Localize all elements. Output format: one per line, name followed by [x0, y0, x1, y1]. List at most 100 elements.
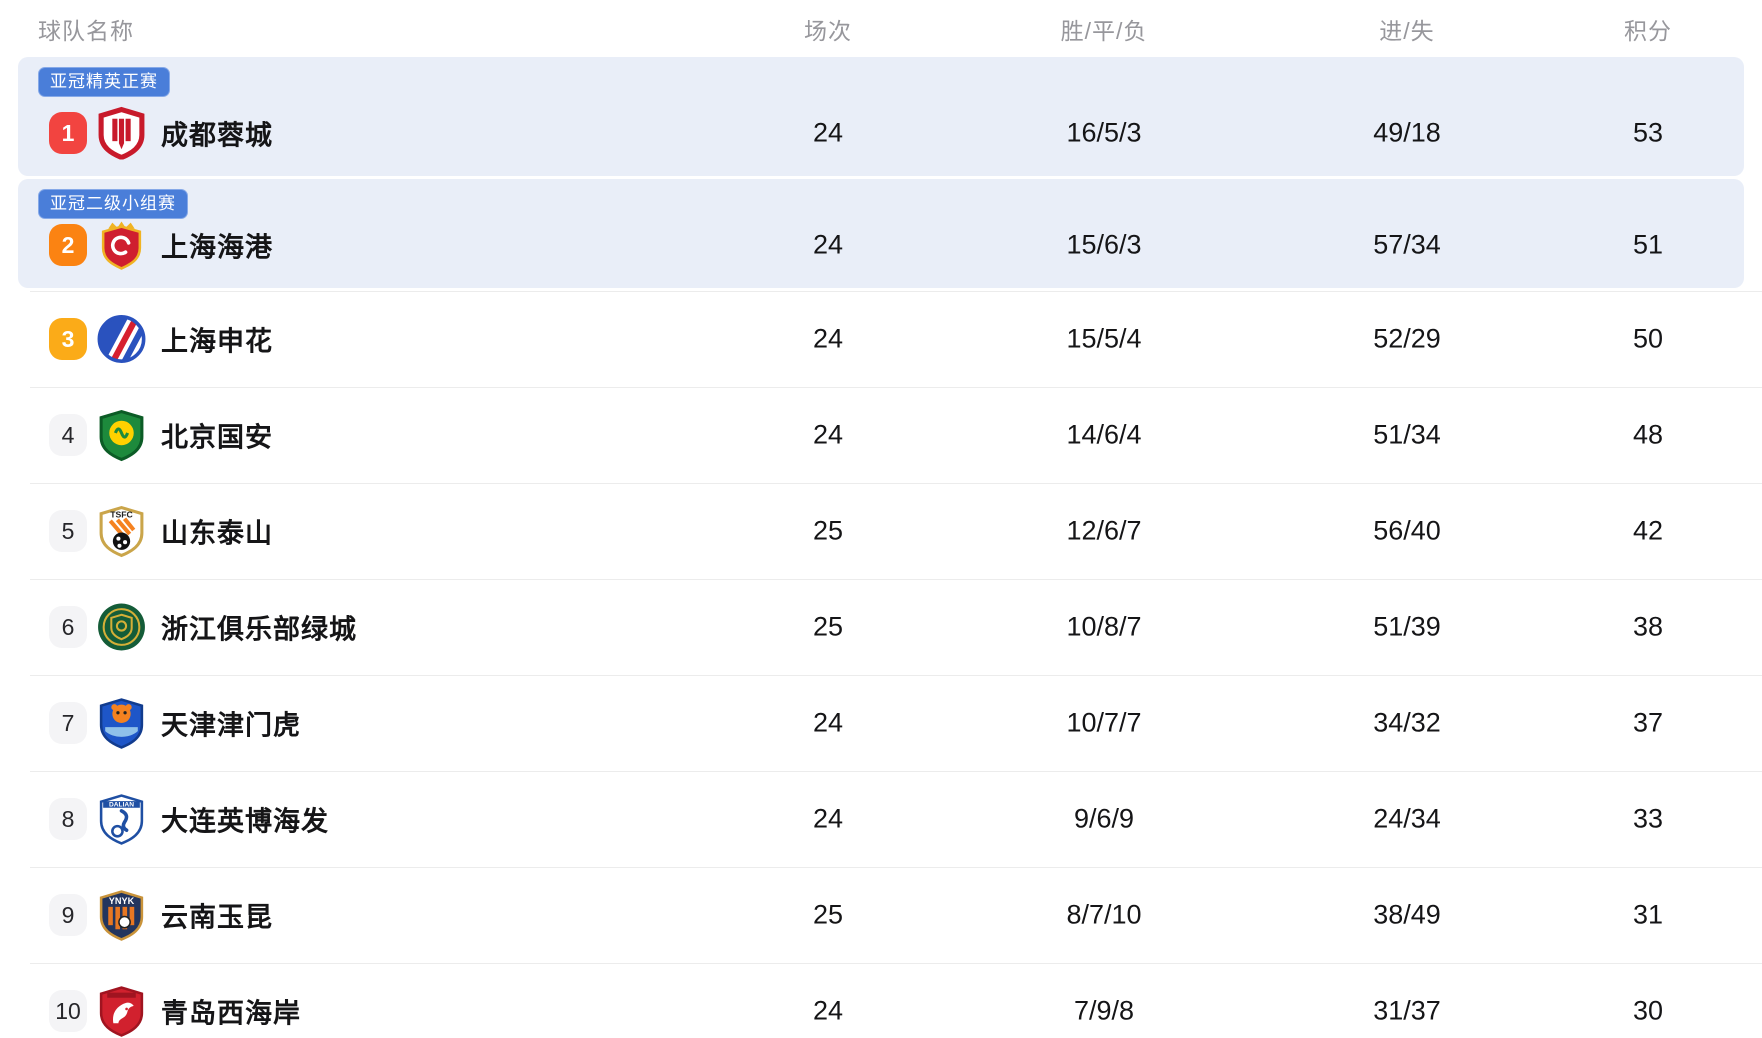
row-wrapper: 5 TSFC 山东泰山 25 12/6/7 56/40 42	[0, 483, 1762, 579]
row-wrapper: 8 DALIAN 大连英博海发 24 9/6/9 24/34 33	[0, 771, 1762, 867]
svg-text:DALIAN: DALIAN	[109, 801, 134, 808]
played-value: 24	[812, 803, 844, 834]
table-row[interactable]: 10 青岛西海岸 24 7/9/8 31/37 30	[0, 963, 1762, 1038]
row-wrapper: 4 北京国安 24 14/6/4 51/34 48	[0, 387, 1762, 483]
team-logo: DALIAN	[95, 793, 148, 846]
col-header-points: 积分	[1624, 18, 1672, 44]
rank-badge: 7	[49, 702, 87, 744]
played-value: 24	[812, 323, 844, 354]
table-header: 球队名称 场次 胜/平/负 进/失 积分	[0, 0, 1762, 48]
rank-badge: 10	[49, 990, 87, 1032]
team-logo: YNYK	[95, 889, 148, 942]
row-wrapper: 3 上海申花 24 15/5/4 52/29 50	[0, 291, 1762, 387]
team-logo	[95, 106, 148, 160]
table-row[interactable]: 9 YNYK 云南玉昆 25 8/7/10 38/49 31	[0, 867, 1762, 963]
rank-badge: 6	[49, 606, 87, 648]
points-value: 31	[1632, 899, 1664, 930]
played-value: 25	[812, 611, 844, 642]
goals-value: 34/32	[1373, 707, 1441, 738]
points-value: 50	[1632, 323, 1664, 354]
points-value: 42	[1632, 515, 1664, 546]
points-value: 51	[1632, 229, 1664, 260]
team-logo	[95, 409, 148, 462]
goals-value: 38/49	[1373, 899, 1441, 930]
standings-table: 亚冠精英正赛 1 成都蓉城 24 16/5/3 49/18 53 亚冠二级小组赛…	[0, 57, 1762, 1038]
table-row[interactable]: 7 天津津门虎 24 10/7/7 34/32 37	[0, 675, 1762, 771]
team-logo	[95, 219, 148, 272]
team-name: 浙江俱乐部绿城	[161, 614, 357, 645]
table-row[interactable]: 4 北京国安 24 14/6/4 51/34 48	[0, 387, 1762, 483]
goals-value: 51/39	[1373, 611, 1441, 642]
team-logo	[95, 985, 148, 1038]
table-row[interactable]: 6 浙江俱乐部绿城 25 10/8/7 51/39 38	[0, 579, 1762, 675]
points-value: 53	[1632, 117, 1664, 148]
row-wrapper: 7 天津津门虎 24 10/7/7 34/32 37	[0, 675, 1762, 771]
wdl-value: 10/8/7	[1066, 611, 1142, 642]
points-value: 48	[1632, 419, 1664, 450]
rank-badge: 8	[49, 798, 87, 840]
table-row[interactable]: 8 DALIAN 大连英博海发 24 9/6/9 24/34 33	[0, 771, 1762, 867]
team-name: 上海申花	[161, 326, 273, 357]
rank-badge: 1	[49, 112, 87, 154]
team-logo	[95, 312, 148, 366]
wdl-value: 15/5/4	[1066, 323, 1142, 354]
competition-badge: 亚冠二级小组赛	[38, 189, 188, 219]
rank-badge: 5	[49, 510, 87, 552]
rank-badge: 4	[49, 414, 87, 456]
svg-text:YNYK: YNYK	[109, 896, 135, 906]
goals-value: 49/18	[1373, 117, 1441, 148]
team-name: 北京国安	[161, 422, 273, 453]
goals-value: 24/34	[1373, 803, 1441, 834]
table-row[interactable]: 1 成都蓉城 24 16/5/3 49/18 53	[0, 90, 1762, 176]
wdl-value: 8/7/10	[1066, 899, 1142, 930]
points-value: 37	[1632, 707, 1664, 738]
rank-badge: 9	[49, 894, 87, 936]
points-value: 38	[1632, 611, 1664, 642]
highlighted-block: 亚冠精英正赛 1 成都蓉城 24 16/5/3 49/18 53	[18, 57, 1744, 176]
wdl-value: 15/6/3	[1066, 229, 1142, 260]
wdl-value: 16/5/3	[1066, 117, 1142, 148]
team-logo	[95, 601, 148, 654]
goals-value: 51/34	[1373, 419, 1441, 450]
played-value: 24	[812, 707, 844, 738]
wdl-value: 9/6/9	[1073, 803, 1135, 834]
team-name: 上海海港	[161, 232, 273, 263]
row-wrapper: 10 青岛西海岸 24 7/9/8 31/37 30	[0, 963, 1762, 1038]
goals-value: 56/40	[1373, 515, 1441, 546]
rank-badge: 2	[49, 224, 87, 266]
team-logo: TSFC	[95, 505, 148, 558]
played-value: 24	[812, 995, 844, 1026]
played-value: 24	[812, 229, 844, 260]
played-value: 24	[812, 117, 844, 148]
col-header-wdl: 胜/平/负	[1060, 18, 1148, 44]
highlighted-block: 亚冠二级小组赛 2 上海海港 24 15/6/3 57/34 51	[18, 179, 1744, 288]
wdl-value: 7/9/8	[1073, 995, 1135, 1026]
svg-text:TSFC: TSFC	[110, 510, 133, 520]
played-value: 25	[812, 515, 844, 546]
team-name: 山东泰山	[161, 518, 273, 549]
points-value: 30	[1632, 995, 1664, 1026]
table-row[interactable]: 5 TSFC 山东泰山 25 12/6/7 56/40 42	[0, 483, 1762, 579]
goals-value: 31/37	[1373, 995, 1441, 1026]
goals-value: 52/29	[1373, 323, 1441, 354]
team-name: 青岛西海岸	[161, 998, 301, 1029]
team-name: 大连英博海发	[161, 806, 329, 837]
row-wrapper: 9 YNYK 云南玉昆 25 8/7/10 38/49 31	[0, 867, 1762, 963]
played-value: 24	[812, 419, 844, 450]
col-header-played: 场次	[804, 18, 852, 44]
wdl-value: 10/7/7	[1066, 707, 1142, 738]
rank-badge: 3	[49, 318, 87, 360]
team-logo	[95, 697, 148, 750]
points-value: 33	[1632, 803, 1664, 834]
played-value: 25	[812, 899, 844, 930]
team-name: 天津津门虎	[161, 710, 301, 741]
team-name: 成都蓉城	[161, 120, 273, 151]
wdl-value: 14/6/4	[1066, 419, 1142, 450]
row-wrapper: 6 浙江俱乐部绿城 25 10/8/7 51/39 38	[0, 579, 1762, 675]
col-header-goals: 进/失	[1379, 18, 1435, 44]
table-row[interactable]: 2 上海海港 24 15/6/3 57/34 51	[0, 202, 1762, 288]
goals-value: 57/34	[1373, 229, 1441, 260]
wdl-value: 12/6/7	[1066, 515, 1142, 546]
table-row[interactable]: 3 上海申花 24 15/5/4 52/29 50	[0, 291, 1762, 387]
